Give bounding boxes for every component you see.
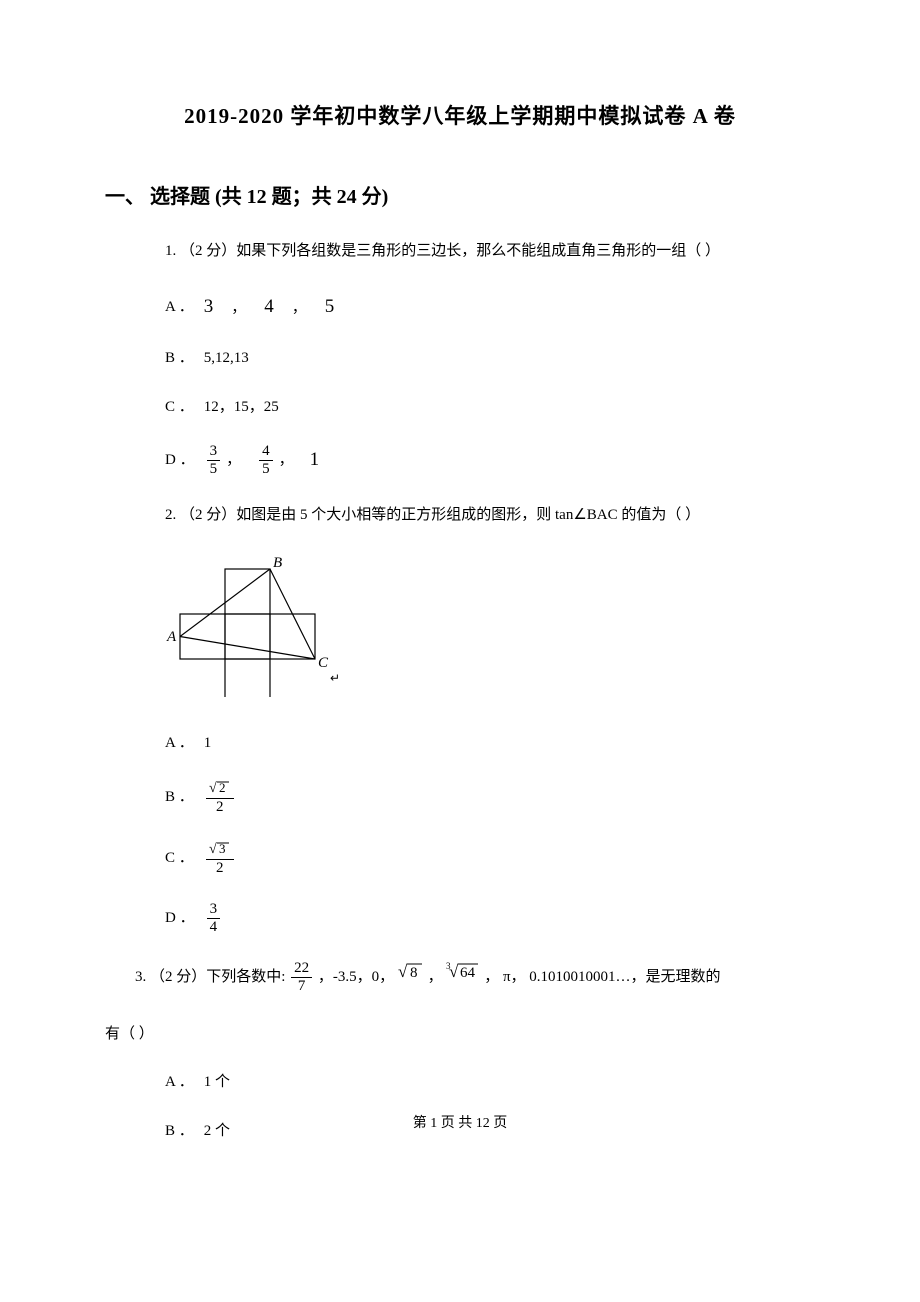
option-label: B ． [165,786,194,809]
fraction: 4 5 [259,444,273,477]
val: 3 [204,293,214,322]
numerator: 4 [259,444,273,461]
option-label: C ． [165,847,194,870]
option-text: 5,12,13 [204,347,249,370]
q3-text: 3. （2 分）下列各数中: 22 7 ，-3.5，0， √8 ， 3√64 ，… [105,961,815,994]
denominator: 5 [207,461,221,477]
svg-text:8: 8 [410,965,418,981]
page-footer: 第 1 页 共 12 页 [0,1112,920,1132]
numerator: √3 [206,841,234,860]
q2-option-b: B ． √2 2 [105,780,815,815]
q1-option-b: B ． 5,12,13 [105,347,815,370]
numerator: √2 [206,780,234,799]
option-label: B ． [165,347,194,370]
sep: ， [292,297,307,320]
point-b-label: B [273,557,282,571]
q3-option-a: A ． 1 个 [105,1071,815,1094]
denominator: 4 [207,919,221,935]
denominator: 2 [213,799,227,815]
q1-option-a: A ． 3 ， 4 ， 5 [105,293,815,322]
q1-optA-values: 3 ， 4 ， 5 [204,293,335,322]
fraction: 3 5 [207,444,221,477]
option-label: D ． [165,907,195,930]
point-c-label: C [318,655,329,671]
footer-text: 页 [490,1116,508,1131]
q3-mid: ， π， 0.1010010001…，是无理数的 [484,969,720,985]
numerator: 3 [207,444,221,461]
document-title: 2019-2020 学年初中数学八年级上学期期中模拟试卷 A 卷 [105,100,815,130]
svg-text:√: √ [398,962,408,981]
val: 4 [264,293,274,322]
denominator: 5 [259,461,273,477]
fraction: 3 4 [207,902,221,935]
svg-text:64: 64 [460,965,476,981]
numerator: 3 [207,902,221,919]
q2-option-a: A ． 1 [105,732,815,755]
footer-text: 第 [413,1116,431,1131]
svg-text:↵: ↵ [330,671,340,685]
option-label: A ． [165,296,194,319]
val: 5 [325,293,335,322]
option-label: C ． [165,396,194,419]
q2-figure: A B C ↵ [105,557,815,702]
svg-text:3: 3 [219,841,226,856]
denominator: 2 [213,860,227,876]
cuberoot-64: 3√64 [446,961,480,981]
fraction: √2 2 [206,780,234,815]
section-header: 一、 选择题 (共 12 题；共 24 分) [105,180,815,209]
svg-text:√: √ [209,781,217,795]
q1-option-d: D ． 3 5 ， 4 5 ， 1 [105,444,815,477]
q2-option-c: C ． √3 2 [105,841,815,876]
denominator: 7 [295,978,309,994]
q1-text: 1. （2 分）如果下列各组数是三角形的三边长，那么不能组成直角三角形的一组（ … [105,239,815,265]
q3-prefix: 3. （2 分）下列各数中: [135,969,289,985]
point-a-label: A [166,629,177,645]
numerator: 22 [291,961,312,978]
sep: ， [279,449,294,472]
svg-text:√: √ [209,842,217,856]
option-text: 12，15，25 [204,396,279,419]
q2-option-d: D ． 3 4 [105,902,815,935]
val: 1 [310,446,320,475]
footer-text: 页 共 [437,1116,476,1131]
option-label: D ． [165,449,195,472]
option-label: A ． [165,1071,194,1094]
q3-text-line2: 有（ ） [105,1022,815,1043]
sqrt-8: √8 [398,961,424,981]
sep: ， [231,297,246,320]
q1-option-c: C ． 12，15，25 [105,396,815,419]
q2-text: 2. （2 分）如图是由 5 个大小相等的正方形组成的图形，则 tan∠BAC … [105,503,815,529]
q3-mid: ， [428,969,443,985]
option-label: A ． [165,732,194,755]
option-text: 1 个 [204,1071,230,1094]
fraction: √3 2 [206,841,234,876]
option-text: 1 [204,732,212,755]
fraction: 22 7 [291,961,312,994]
svg-text:2: 2 [219,780,226,795]
footer-total: 12 [476,1116,490,1131]
q3-mid: ，-3.5，0， [318,969,394,985]
sep: ， [226,449,241,472]
svg-text:√: √ [449,962,459,981]
